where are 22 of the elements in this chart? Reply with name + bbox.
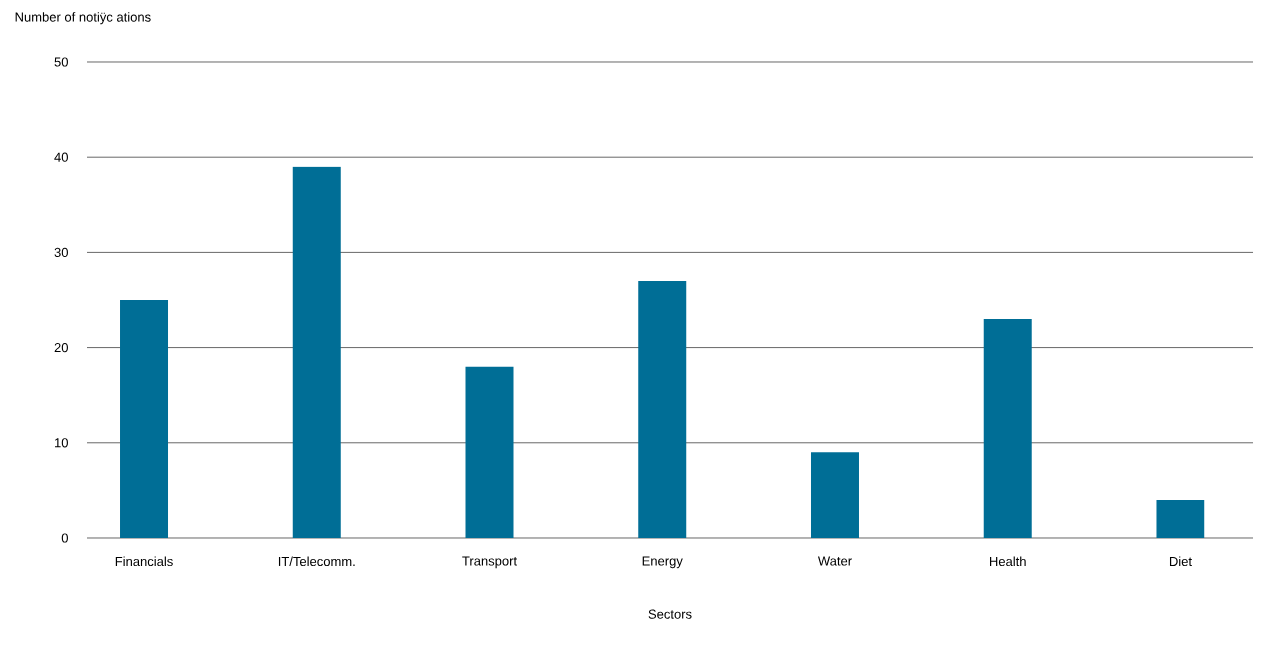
bar — [810, 452, 859, 538]
bar — [292, 166, 341, 538]
bar — [638, 280, 687, 538]
x-tick-label: Health — [990, 556, 1026, 567]
bar — [1156, 499, 1205, 538]
x-tick-label: Diet — [1169, 556, 1192, 567]
y-tick-label: 30 — [54, 247, 68, 257]
x-tick-label: Transport — [462, 556, 517, 569]
x-axis-title: Sectors — [648, 609, 692, 619]
y-tick-label: 10 — [55, 438, 68, 448]
y-tick-label: 20 — [54, 342, 68, 353]
y-tick-label: 40 — [54, 152, 68, 162]
x-tick-label: IT/Telecomm. — [278, 556, 355, 567]
y-tick-label: 0 — [61, 533, 68, 543]
x-tick-label: Water — [817, 556, 852, 566]
bar — [465, 366, 514, 538]
bar — [120, 299, 169, 538]
y-tick-label: 50 — [54, 57, 68, 67]
bar — [983, 319, 1032, 538]
x-tick-label: Energy — [642, 556, 683, 569]
x-tick-label: Financials — [115, 556, 173, 567]
y-axis-title: Number of notiÿc ations — [15, 12, 151, 25]
